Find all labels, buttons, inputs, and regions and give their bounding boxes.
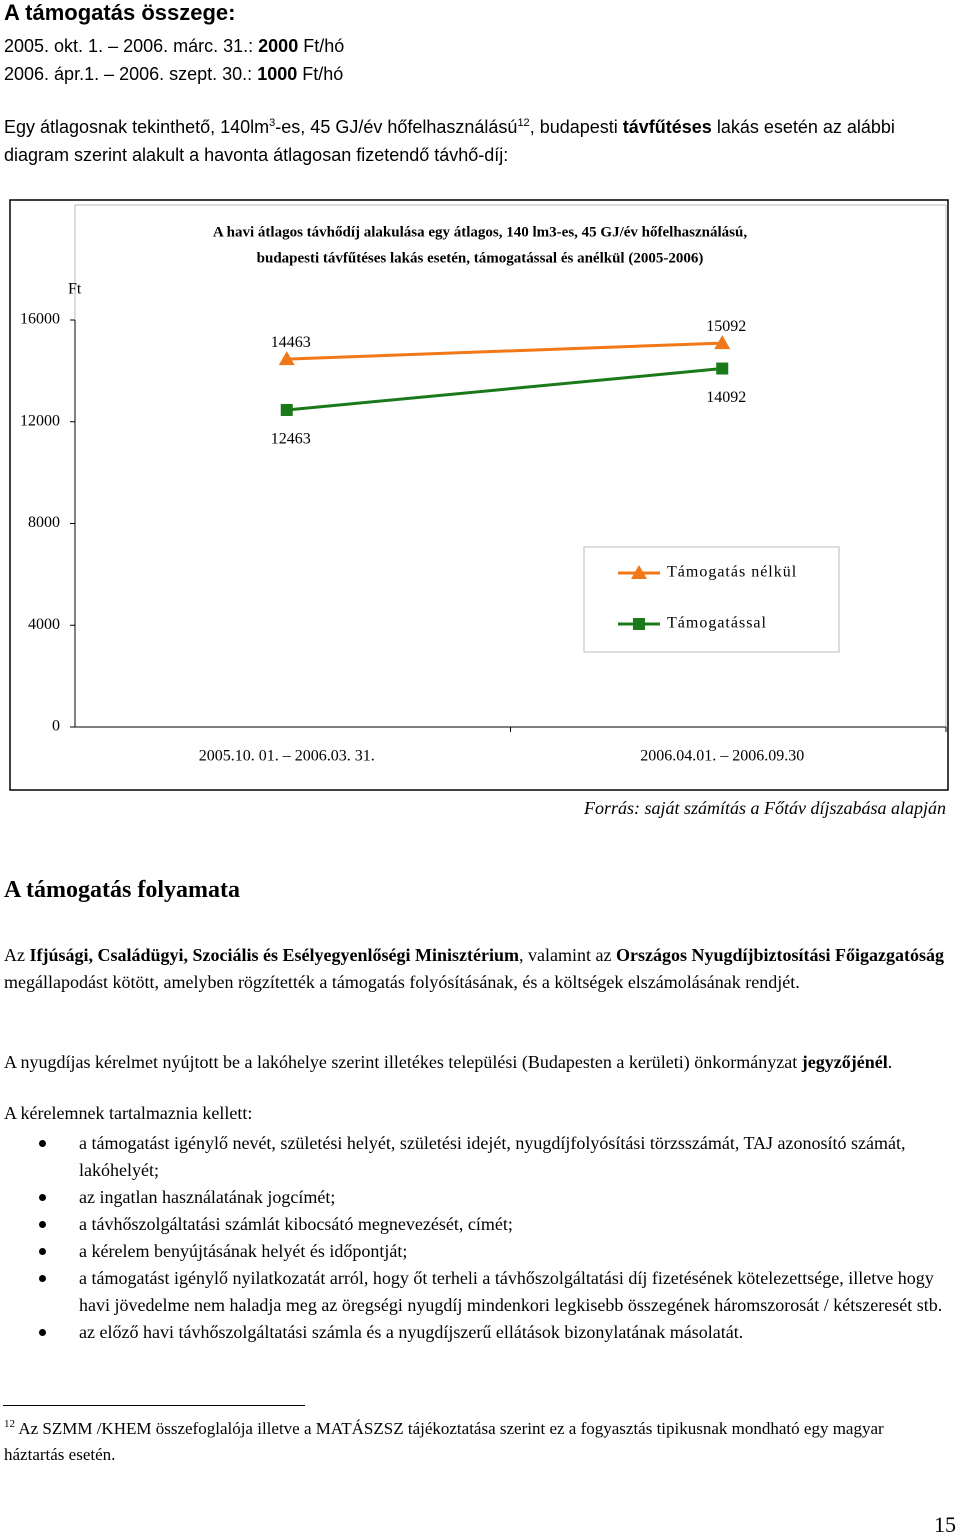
y-tick-label: 8000 [28, 514, 60, 531]
text-run: 2006. ápr.1. – 2006. szept. 30.: [4, 64, 258, 84]
list-item: a támogatást igénylő nevét, születési he… [0, 1130, 950, 1184]
paragraph: Az Ifjúsági, Családügyi, Szociális és Es… [4, 942, 956, 996]
y-tick-label: 0 [52, 718, 60, 735]
data-label: 14463 [271, 334, 311, 351]
footnote-rule [3, 1405, 305, 1406]
chart-frame [9, 199, 949, 791]
text-run: 2000 [258, 36, 299, 56]
text-run: Ifjúsági, Családügyi, Szociális és Esély… [29, 945, 520, 965]
period: 2006. ápr.1. – 2006. szept. 30.: 1000 Ft… [4, 60, 343, 88]
chart: A havi átlagos távhődíj alakulása egy át… [9, 199, 949, 791]
data-label: 15092 [706, 318, 746, 335]
marker [278, 351, 295, 366]
list-item: az előző havi távhőszolgáltatási számla … [0, 1319, 950, 1346]
marker [631, 565, 647, 579]
line [286, 341, 723, 361]
text-run: . [887, 1052, 893, 1072]
list-item: a távhőszolgáltatási számlát kibocsátó m… [0, 1211, 950, 1238]
list-item: a kérelem benyújtásának helyét és időpon… [0, 1238, 950, 1265]
marker [633, 618, 645, 630]
heading: A támogatás folyamata [4, 877, 240, 903]
text-run: 2005. okt. 1. – 2006. márc. 31.: [4, 36, 259, 56]
text-run: Ft/hó [298, 36, 345, 56]
footnote-text: Az SZMM /KHEM összefoglalója illetve a M… [4, 1419, 884, 1464]
text-run: A nyugdíjas kérelmet nyújtott be a lakóh… [4, 1052, 802, 1072]
period: 2005. okt. 1. – 2006. márc. 31.: 2000 Ft… [4, 32, 344, 60]
text-run: -es, 45 GJ/év hőfelhasználású [275, 117, 518, 137]
data-label: 12463 [271, 431, 311, 448]
footnote-mark: 12 [4, 1418, 15, 1430]
paragraph: A nyugdíjas kérelmet nyújtott be a lakóh… [4, 1049, 956, 1076]
y-tick-label: 16000 [20, 311, 60, 328]
x-tick-label: 2006.04.01. – 2006.09.30 [640, 748, 804, 765]
list-item: az ingatlan használatának jogcímét; [0, 1184, 950, 1211]
text-run: Ft/hó [297, 64, 344, 84]
y-tick-label: 4000 [28, 616, 60, 633]
text-run: lakás esetén az alábbi diagram szerint a… [4, 117, 895, 165]
legend-label: Támogatás nélkül [667, 564, 797, 581]
y-axis-label: Ft [68, 281, 82, 298]
text-run: 3 [269, 117, 276, 129]
list: a támogatást igénylő nevét, születési he… [0, 1130, 950, 1346]
text-run: megállapodást kötött, amelyben rögzített… [4, 972, 800, 992]
intro: Egy átlagosnak tekinthető, 140lm3-es, 45… [4, 113, 959, 169]
text-run: 1000 [257, 64, 298, 84]
marker [716, 362, 729, 375]
text-run: A kérelemnek tartalmaznia kellett: [4, 1103, 253, 1123]
text-run: Egy átlagosnak tekinthető, 140lm [4, 117, 270, 137]
text-run: Az [4, 945, 30, 965]
marker [714, 335, 731, 350]
text-run: , valamint az [519, 945, 616, 965]
heading: A támogatás összege: [4, 0, 236, 25]
page-number: 15 [934, 1512, 956, 1537]
list-item: a támogatást igénylő nyilatkozatát arról… [0, 1265, 950, 1319]
data-label: 14092 [706, 389, 746, 406]
paragraph: A kérelemnek tartalmaznia kellett: [4, 1100, 956, 1127]
legend-label: Támogatással [667, 615, 767, 632]
chart-title: budapesti távfűtéses lakás esetén, támog… [257, 250, 704, 266]
text-run: távfűtéses [622, 117, 712, 137]
x-tick-label: 2005.10. 01. – 2006.03. 31. [199, 748, 375, 765]
text-run: 12 [517, 117, 530, 129]
text-run: jegyzőjénél [801, 1052, 888, 1072]
footnote: 12 Az SZMM /KHEM összefoglalója illetve … [4, 1416, 944, 1468]
source: Forrás: saját számítás a Főtáv díjszabás… [583, 798, 946, 818]
marker [280, 403, 293, 416]
text-run: Országos Nyugdíjbiztosítási Főigazgatósá… [615, 945, 944, 965]
y-tick-label: 12000 [20, 412, 60, 429]
line [286, 367, 723, 412]
chart-title: A havi átlagos távhődíj alakulása egy át… [213, 224, 747, 240]
text-run: , budapesti [529, 117, 623, 137]
legend-box [583, 546, 840, 653]
